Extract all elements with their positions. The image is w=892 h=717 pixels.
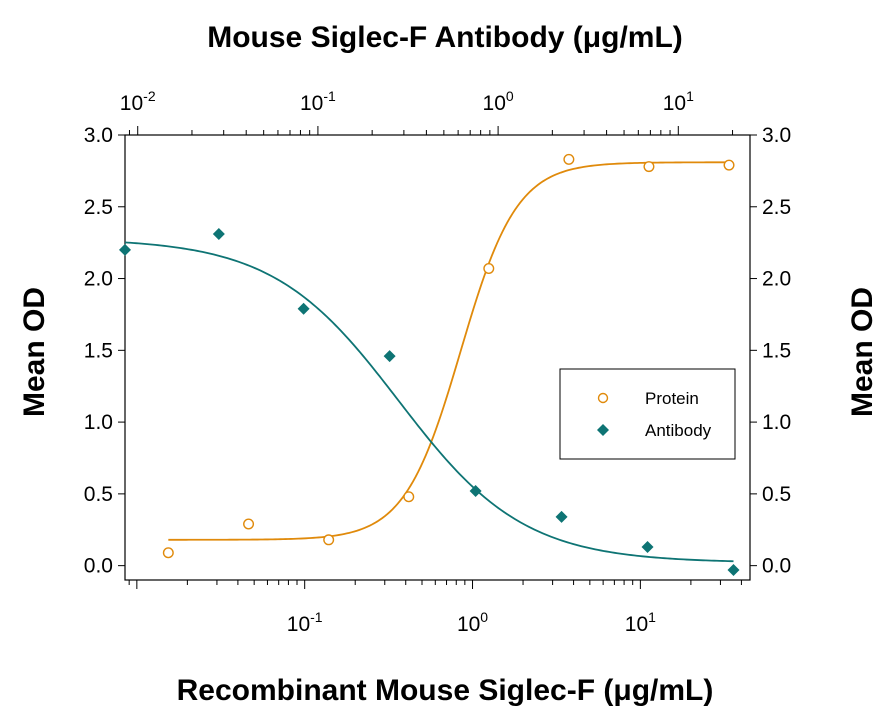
fit-curve-protein [168,161,730,541]
y-tick-label-left-1: 0.5 [84,483,113,506]
y-tick-label-right-6: 3.0 [762,124,791,147]
protein-point-1 [243,518,255,530]
y-tick-label-right-2: 1.0 [762,411,791,434]
tick-marks [118,126,757,589]
protein-point-5 [563,153,575,165]
plot-frame [124,134,751,581]
chart-title: Mouse Siglec-F Antibody (μg/mL) [207,21,683,54]
fit-curves [124,161,734,563]
x-top-tick-label-0: 10-2 [120,88,156,115]
y-tick-label-right-0: 0.0 [762,555,791,578]
protein-point-0 [162,547,174,559]
protein-point-4 [483,263,495,275]
x-bottom-tick-label-1: 100 [457,609,488,636]
y-axis-label-right: Mean OD [846,287,879,417]
antibody-point-0 [119,243,131,256]
legend-box [559,368,736,460]
y-tick-label-left-0: 0.0 [84,555,113,578]
y-tick-label-left-2: 1.0 [84,411,113,434]
tick-labels: 0.0 0.0 0.5 0.5 1.0 1.0 1.5 1.5 2.0 2.0 2.5 2.5 3.0 3… [84,88,791,636]
protein-point-7 [723,159,735,171]
x-bottom-tick-label-0: 10-1 [287,609,323,636]
legend-protein-marker [597,392,609,404]
legend-antibody-label: Antibody [645,421,712,440]
y-tick-label-left-6: 3.0 [84,124,113,147]
y-tick-label-left-3: 1.5 [84,339,113,362]
y-tick-label-left-5: 2.5 [84,196,113,219]
protein-point-2 [323,534,335,546]
antibody-point-5 [555,510,568,523]
antibody-point-1 [212,228,225,241]
x-top-tick-label-2: 100 [483,88,514,115]
x-bottom-tick-label-2: 101 [625,609,656,636]
fit-curve-antibody [124,241,734,563]
y-tick-label-left-4: 2.0 [84,268,113,291]
y-tick-label-right-4: 2.0 [762,268,791,291]
legend: Protein Antibody [559,368,736,460]
x-axis-label: Recombinant Mouse Siglec-F (μg/mL) [177,674,714,707]
x-top-tick-label-3: 101 [663,88,694,115]
antibody-point-4 [469,485,482,497]
y-axis-label: Mean OD [18,287,51,417]
protein-point-3 [403,491,415,503]
data-points [119,153,740,576]
legend-antibody-marker [597,424,609,436]
antibody-point-3 [383,350,396,363]
y-tick-label-right-5: 2.5 [762,196,791,219]
antibody-point-6 [641,540,654,553]
antibody-point-7 [727,563,740,576]
x-top-tick-label-1: 10-1 [300,88,336,115]
y-tick-label-right-1: 0.5 [762,483,791,506]
antibody-point-2 [297,302,310,315]
legend-protein-label: Protein [645,389,699,408]
y-tick-label-right-3: 1.5 [762,339,791,362]
protein-point-6 [643,161,655,173]
